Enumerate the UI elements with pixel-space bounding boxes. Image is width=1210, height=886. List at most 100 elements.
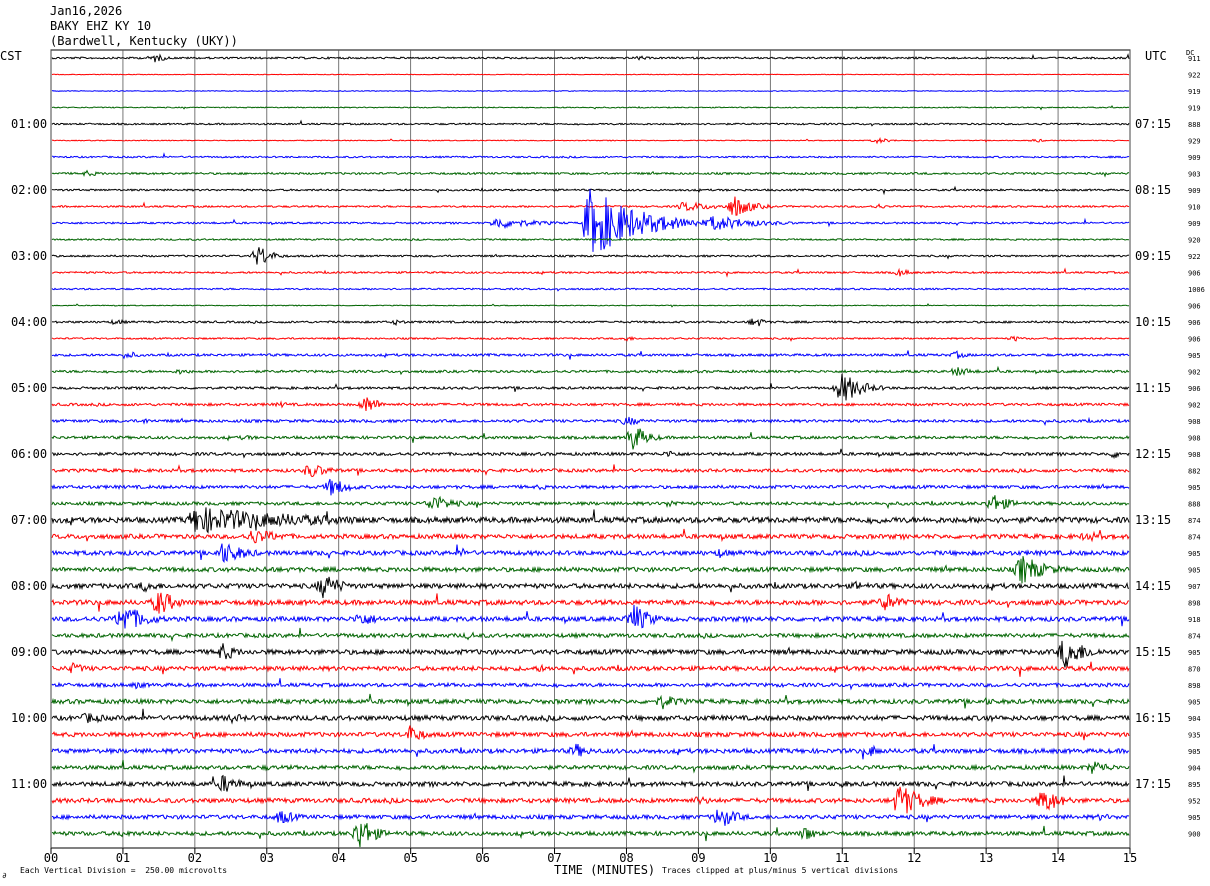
dc-value: 874 bbox=[1188, 517, 1201, 525]
dc-value: 919 bbox=[1188, 88, 1201, 96]
seismic-trace bbox=[51, 774, 1130, 792]
dc-value: 905 bbox=[1188, 814, 1201, 822]
dc-value: 919 bbox=[1188, 105, 1201, 113]
dc-value: 900 bbox=[1188, 831, 1201, 839]
right-timezone-label: UTC bbox=[1145, 49, 1167, 63]
seismic-trace bbox=[51, 188, 1130, 252]
dc-value: 907 bbox=[1188, 583, 1201, 591]
seismic-trace bbox=[51, 627, 1130, 643]
seismic-trace bbox=[51, 53, 1130, 63]
left-time-label: 01:00 bbox=[11, 117, 47, 131]
axis-label-group: 00 01 02 03 04 05 06 07 08 09 10 11 12 13 14 15 911 922 91… bbox=[11, 55, 1205, 865]
x-tick-label: 13 bbox=[979, 851, 993, 865]
dc-value: 895 bbox=[1188, 781, 1201, 789]
x-tick-label: 14 bbox=[1051, 851, 1065, 865]
right-time-label: 16:15 bbox=[1135, 711, 1171, 725]
dc-value: 882 bbox=[1188, 468, 1201, 476]
corner-mark: ∂ bbox=[2, 871, 7, 880]
right-time-label: 11:15 bbox=[1135, 381, 1171, 395]
seismic-trace bbox=[51, 416, 1130, 427]
seismic-trace bbox=[51, 196, 1130, 216]
seismic-trace bbox=[51, 335, 1130, 342]
dc-value: 874 bbox=[1188, 633, 1201, 641]
seismic-trace bbox=[51, 604, 1130, 629]
x-tick-label: 03 bbox=[260, 851, 274, 865]
seismic-trace bbox=[51, 759, 1130, 774]
seismic-trace bbox=[51, 528, 1130, 544]
x-tick-label: 05 bbox=[403, 851, 417, 865]
x-tick-label: 12 bbox=[907, 851, 921, 865]
right-time-label: 15:15 bbox=[1135, 645, 1171, 659]
left-time-label: 10:00 bbox=[11, 711, 47, 725]
dc-value: 909 bbox=[1188, 187, 1201, 195]
seismic-trace bbox=[51, 267, 1130, 278]
left-time-label: 09:00 bbox=[11, 645, 47, 659]
x-tick-label: 15 bbox=[1123, 851, 1137, 865]
seismic-trace bbox=[51, 119, 1130, 127]
seismic-trace bbox=[51, 350, 1130, 360]
dc-value: 898 bbox=[1188, 682, 1201, 690]
x-tick-label: 02 bbox=[188, 851, 202, 865]
seismic-trace bbox=[51, 448, 1130, 460]
seismic-trace bbox=[51, 678, 1130, 691]
dc-label: DC bbox=[1186, 49, 1195, 57]
left-time-label: 06:00 bbox=[11, 447, 47, 461]
x-tick-label: 10 bbox=[763, 851, 777, 865]
seismic-trace bbox=[51, 105, 1130, 111]
dc-value: 906 bbox=[1188, 319, 1201, 327]
plot-frame bbox=[50, 49, 1131, 849]
dc-value: 911 bbox=[1188, 55, 1201, 63]
left-time-label: 08:00 bbox=[11, 579, 47, 593]
dc-value: 905 bbox=[1188, 699, 1201, 707]
plot-grid bbox=[50, 49, 1131, 854]
dc-value: 908 bbox=[1188, 435, 1201, 443]
dc-value: 888 bbox=[1188, 121, 1201, 129]
dc-value: 905 bbox=[1188, 748, 1201, 756]
x-tick-label: 11 bbox=[835, 851, 849, 865]
seismic-trace bbox=[51, 708, 1130, 725]
dc-value: 905 bbox=[1188, 484, 1201, 492]
seismic-trace bbox=[51, 786, 1130, 814]
seismic-trace bbox=[51, 640, 1130, 668]
dc-value: 903 bbox=[1188, 171, 1201, 179]
seismic-trace bbox=[52, 152, 1130, 159]
dc-value: 922 bbox=[1188, 253, 1201, 261]
dc-value: 904 bbox=[1188, 715, 1201, 723]
dc-value: 952 bbox=[1188, 798, 1201, 806]
x-tick-label: 07 bbox=[547, 851, 561, 865]
seismic-trace bbox=[51, 247, 1130, 265]
dc-value: 906 bbox=[1188, 270, 1201, 278]
seismic-trace bbox=[51, 89, 1130, 93]
seismic-trace bbox=[51, 365, 1130, 376]
left-time-label: 04:00 bbox=[11, 315, 47, 329]
seismic-trace bbox=[51, 464, 1130, 478]
right-time-label: 07:15 bbox=[1135, 117, 1171, 131]
dc-value: 905 bbox=[1188, 550, 1201, 558]
dc-value: 874 bbox=[1188, 534, 1201, 542]
seismic-trace bbox=[51, 428, 1130, 450]
location-label: (Bardwell, Kentucky (UKY)) bbox=[50, 34, 238, 48]
right-time-label: 14:15 bbox=[1135, 579, 1171, 593]
x-tick-label: 01 bbox=[116, 851, 130, 865]
seismic-trace bbox=[51, 592, 1130, 614]
x-tick-label: 06 bbox=[475, 851, 489, 865]
seismic-trace bbox=[51, 495, 1130, 510]
seismic-trace bbox=[51, 73, 1130, 76]
dc-value: 908 bbox=[1188, 418, 1201, 426]
dc-value: 905 bbox=[1188, 352, 1201, 360]
seismic-trace bbox=[51, 303, 1130, 308]
x-tick-label: 04 bbox=[332, 851, 346, 865]
seismic-trace bbox=[52, 725, 1130, 741]
seismic-trace bbox=[52, 661, 1130, 677]
right-time-label: 09:15 bbox=[1135, 249, 1171, 263]
dc-value: 902 bbox=[1188, 369, 1201, 377]
right-time-label: 12:15 bbox=[1135, 447, 1171, 461]
x-tick-label: 08 bbox=[619, 851, 633, 865]
seismic-trace bbox=[51, 478, 1130, 496]
dc-value: 905 bbox=[1188, 567, 1201, 575]
x-axis-title: TIME (MINUTES) bbox=[554, 863, 656, 877]
x-tick-label: 09 bbox=[691, 851, 705, 865]
seismic-trace bbox=[51, 397, 1130, 412]
seismic-trace bbox=[51, 373, 1130, 401]
